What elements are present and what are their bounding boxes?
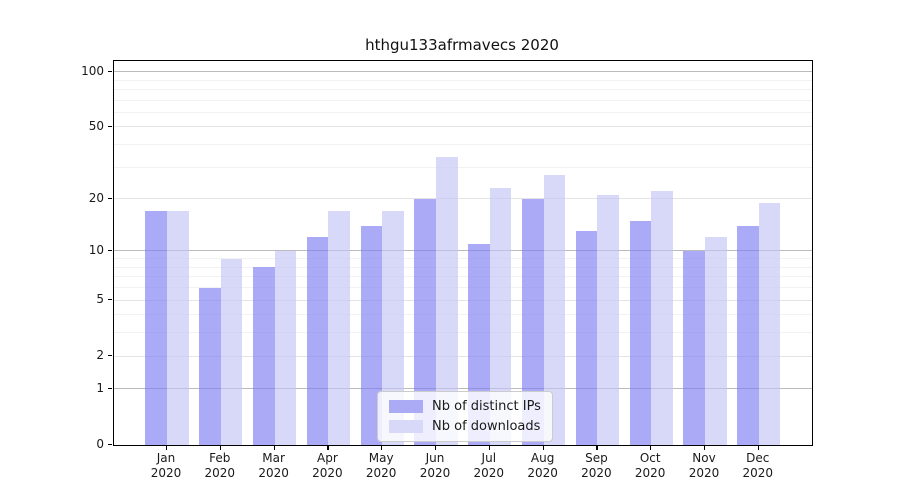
gridline-30 [114, 166, 812, 168]
y-axis-label-1: 1 [96, 380, 104, 395]
gridline-4 [114, 314, 812, 316]
y-axis-label-2: 2 [96, 348, 104, 363]
y-tick-1 [108, 387, 112, 390]
bar-jun-downloads [436, 157, 458, 445]
gridline-70 [114, 99, 812, 101]
bar-jul-downloads [489, 187, 512, 445]
x-tick-mar [273, 446, 275, 450]
gridline-60 [114, 111, 812, 113]
x-tick-apr [327, 446, 329, 450]
x-axis-label-jul: Jul 2020 [473, 451, 505, 480]
gridline-3 [114, 332, 812, 334]
bar-nov-ips [683, 250, 705, 445]
x-axis-label-aug: Aug 2020 [527, 451, 558, 480]
x-axis-label-jun: Jun 2020 [419, 451, 451, 480]
x-axis-label-mar: Mar 2020 [258, 451, 289, 480]
x-tick-sep [596, 446, 598, 450]
bar-may-downloads [382, 211, 404, 445]
bar-sep-downloads [597, 194, 620, 445]
bar-apr-ips [306, 237, 329, 445]
gridline-5 [114, 299, 812, 301]
legend-swatch-distinct-ips-icon [389, 400, 423, 413]
bar-mar-ips [252, 267, 275, 445]
bar-oct-ips [629, 220, 652, 445]
y-axis-label-100: 100 [81, 63, 104, 78]
y-axis-label-5: 5 [96, 292, 104, 307]
x-axis-label-sep: Sep 2020 [581, 451, 612, 480]
bar-oct-downloads [651, 191, 673, 445]
bar-sep-ips [575, 231, 598, 445]
x-tick-jul [488, 446, 490, 450]
legend-entry-distinct-ips: Nb of distinct IPs [389, 399, 541, 414]
y-axis-label-0: 0 [96, 437, 104, 451]
gridline-6 [114, 287, 812, 289]
x-axis-label-jan: Jan 2020 [150, 451, 182, 480]
x-axis-label-dec: Dec 2020 [742, 451, 774, 480]
x-tick-dec [757, 446, 759, 450]
x-axis-label-may: May 2020 [365, 451, 397, 480]
x-tick-jan [166, 446, 168, 450]
gridline-40 [114, 144, 812, 146]
x-tick-feb [219, 446, 221, 450]
gridline-50 [114, 126, 812, 128]
gridline-10 [114, 250, 812, 252]
legend-entry-downloads: Nb of downloads [389, 419, 541, 434]
y-tick-100 [108, 70, 112, 72]
bar-aug-downloads [543, 175, 566, 445]
x-axis-label-apr: Apr 2020 [312, 451, 343, 480]
y-tick-10 [108, 249, 112, 252]
gridline-1 [114, 388, 812, 390]
gridline-2 [114, 355, 812, 357]
gridline-20 [114, 198, 812, 200]
legend-label-downloads: Nb of downloads [432, 419, 541, 434]
x-tick-may [381, 446, 383, 450]
bar-aug-ips [521, 198, 544, 445]
legend-label-distinct-ips: Nb of distinct IPs [432, 399, 541, 414]
x-tick-aug [542, 446, 544, 450]
legend: Nb of distinct IPs Nb of downloads [377, 391, 553, 442]
chart-title: hthgu133afrmavecs 2020 [365, 36, 559, 54]
gridline-8 [114, 266, 812, 268]
x-tick-oct [650, 446, 652, 450]
y-axis-label-20: 20 [88, 190, 104, 205]
gridline-7 [114, 276, 812, 278]
bar-jun-ips [414, 198, 436, 445]
bar-apr-downloads [328, 211, 351, 445]
gridline-90 [114, 79, 812, 81]
gridline-9 [114, 258, 812, 260]
y-axis-label-10: 10 [88, 242, 104, 257]
y-tick-50 [108, 125, 112, 128]
bar-jan-ips [145, 211, 167, 445]
x-axis-label-feb: Feb 2020 [204, 451, 236, 480]
plot-area: Nb of distinct IPs Nb of downloads [113, 60, 813, 446]
bar-may-ips [360, 225, 383, 445]
bar-dec-ips [737, 225, 759, 445]
x-axis-label-nov: Nov 2020 [688, 451, 720, 480]
y-tick-0 [108, 444, 112, 446]
gridline-100 [114, 71, 812, 73]
bar-feb-downloads [220, 258, 243, 445]
x-axis-label-oct: Oct 2020 [634, 451, 666, 480]
bar-mar-downloads [274, 250, 297, 445]
y-tick-20 [108, 197, 112, 199]
y-tick-2 [108, 355, 112, 357]
x-tick-jun [435, 446, 437, 450]
y-tick-5 [108, 299, 112, 301]
bar-feb-ips [199, 287, 221, 445]
y-axis-label-50: 50 [88, 118, 104, 133]
bar-dec-downloads [758, 202, 781, 445]
bar-jan-downloads [167, 211, 189, 445]
bar-nov-downloads [705, 237, 727, 445]
legend-swatch-downloads-icon [389, 420, 423, 433]
x-tick-nov [704, 446, 706, 450]
gridline-80 [114, 88, 812, 90]
